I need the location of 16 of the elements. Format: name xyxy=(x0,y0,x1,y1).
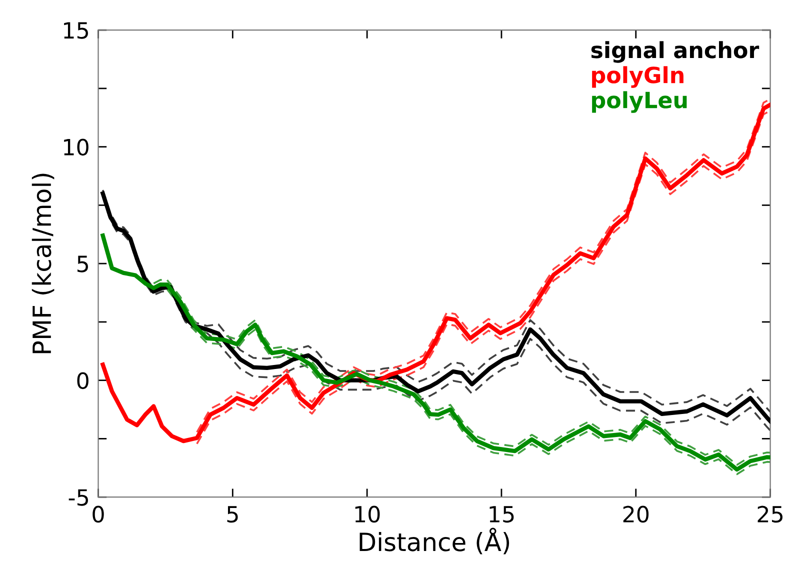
y-tick-label: 10 xyxy=(64,138,88,156)
x-tick-label: 0 xyxy=(92,506,104,523)
y-tick-label: 15 xyxy=(64,22,88,39)
text: polyGln xyxy=(592,66,684,88)
x-axis-title: Distance (Å) xyxy=(360,528,510,554)
x-tick-label: 25 xyxy=(758,506,782,523)
legend-label: signal anchor xyxy=(591,41,760,63)
y-tick-label: -5 xyxy=(68,489,88,506)
y-tick-label: 5 xyxy=(77,256,88,272)
x-tick-label: 5 xyxy=(227,506,238,523)
text: polyLeu xyxy=(592,91,687,113)
x-tick-label: 15 xyxy=(490,506,514,523)
x-tick-label: 10 xyxy=(355,506,380,523)
y-tick-label: 0 xyxy=(77,372,88,390)
x-tick-label: 20 xyxy=(623,506,649,523)
y-axis-title: PMF (kcal/mol) xyxy=(32,174,54,354)
